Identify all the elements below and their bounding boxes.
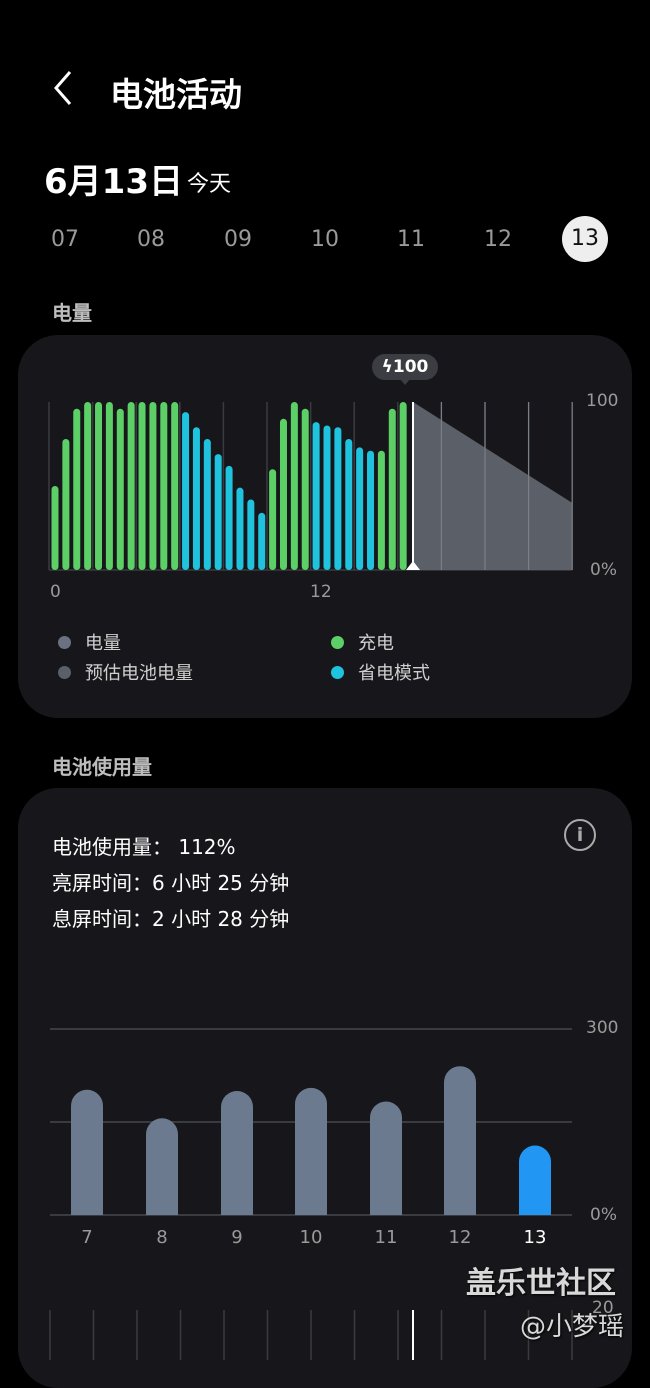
- watermark-author: @小梦瑶: [520, 1312, 625, 1342]
- level-bar: [192, 427, 200, 570]
- x-tick: 13: [524, 1227, 547, 1248]
- info-icon[interactable]: i: [564, 819, 596, 851]
- day-11[interactable]: 11: [397, 227, 425, 252]
- usage-bar: [370, 1101, 402, 1215]
- lightning-icon: ϟ: [381, 357, 393, 377]
- back-button[interactable]: [50, 66, 80, 110]
- x-tick: 12: [310, 582, 332, 602]
- legend-dot: [331, 666, 344, 679]
- usage-bar: [519, 1145, 551, 1215]
- screen-off-time: 息屏时间：2 小时 28 分钟: [52, 907, 290, 931]
- legend-label: 预估电池电量: [85, 663, 193, 684]
- legend-item: 电量: [58, 629, 121, 655]
- level-bar: [247, 499, 255, 570]
- legend-label: 充电: [358, 633, 394, 654]
- level-section-title: 电量: [52, 301, 92, 325]
- x-tick: 9: [231, 1227, 242, 1248]
- level-bar: [149, 402, 157, 570]
- level-bar: [182, 412, 190, 570]
- day-10[interactable]: 10: [311, 227, 339, 252]
- level-bar: [236, 487, 244, 570]
- level-bar: [345, 438, 353, 570]
- level-bar: [290, 402, 298, 570]
- day-13[interactable]: 13: [562, 216, 608, 262]
- legend-label: 电量: [85, 633, 121, 654]
- level-bar: [312, 422, 320, 570]
- level-bar: [377, 450, 385, 570]
- level-bar: [203, 438, 211, 570]
- legend-label: 省电模式: [358, 663, 430, 684]
- battery-usage-card: [18, 788, 632, 1388]
- usage-bar: [146, 1118, 178, 1215]
- level-bar: [356, 447, 364, 570]
- today-label: 今天: [187, 172, 232, 197]
- usage-bar: [444, 1066, 476, 1215]
- battery-usage-chart[interactable]: 7 8 9 10 11 12 13: [0, 1000, 650, 1360]
- x-tick: 11: [375, 1227, 398, 1248]
- level-bar: [269, 469, 277, 570]
- x-tick: 10: [300, 1227, 323, 1248]
- estimate-area: [413, 402, 572, 570]
- legend-item: 充电: [331, 629, 394, 655]
- x-tick: 0: [50, 582, 61, 602]
- level-bar: [258, 512, 266, 570]
- tooltip-pointer: [400, 379, 410, 385]
- screen-on-time: 亮屏时间：6 小时 25 分钟: [52, 871, 290, 895]
- level-bar: [51, 486, 59, 570]
- battery-level-chart[interactable]: [0, 330, 650, 630]
- x-tick: 12: [449, 1227, 472, 1248]
- level-bar: [399, 402, 407, 570]
- level-bar: [214, 454, 222, 570]
- x-tick: 7: [81, 1227, 92, 1248]
- level-bar: [388, 408, 396, 570]
- usage-bar: [295, 1087, 327, 1215]
- level-bar: [84, 402, 92, 570]
- level-bar: [105, 402, 113, 570]
- chevron-left-icon: [54, 71, 72, 105]
- legend-dot: [58, 666, 71, 679]
- level-bar: [116, 408, 124, 570]
- level-bar: [95, 402, 103, 570]
- date-label: 6月13日: [44, 162, 183, 202]
- partial-chart-tick: 20: [592, 1298, 614, 1318]
- y-tick: 100: [586, 391, 619, 411]
- level-bar: [323, 425, 331, 570]
- current-time-marker: [406, 561, 420, 570]
- usage-total: 电池使用量： 112%: [52, 835, 236, 859]
- day-09[interactable]: 09: [224, 227, 252, 252]
- level-bar: [334, 427, 342, 570]
- page-title: 电池活动: [110, 75, 242, 114]
- y-tick: 0%: [590, 560, 617, 580]
- y-tick: 0%: [590, 1205, 617, 1225]
- day-07[interactable]: 07: [51, 227, 79, 252]
- level-bar: [160, 402, 168, 570]
- usage-section-title: 电池使用量: [52, 755, 152, 779]
- level-bar: [138, 402, 146, 570]
- legend-item: 预估电池电量: [58, 659, 193, 685]
- usage-bar: [71, 1089, 103, 1215]
- level-bar: [127, 402, 135, 570]
- current-level-tooltip: ϟ100: [372, 354, 438, 380]
- level-bar: [301, 408, 309, 570]
- level-bar: [73, 408, 81, 570]
- level-bar: [225, 465, 233, 570]
- level-bar: [367, 450, 375, 570]
- usage-bar: [221, 1091, 253, 1215]
- level-bar: [279, 418, 287, 570]
- y-tick: 300: [586, 1018, 619, 1038]
- day-08[interactable]: 08: [137, 227, 165, 252]
- x-tick: 8: [156, 1227, 167, 1248]
- level-bar: [171, 402, 179, 570]
- level-bar: [62, 438, 70, 570]
- legend-dot: [331, 636, 344, 649]
- watermark-title: 盖乐世社区: [466, 1266, 616, 1301]
- legend-dot: [58, 636, 71, 649]
- day-12[interactable]: 12: [484, 227, 512, 252]
- legend-item: 省电模式: [331, 659, 430, 685]
